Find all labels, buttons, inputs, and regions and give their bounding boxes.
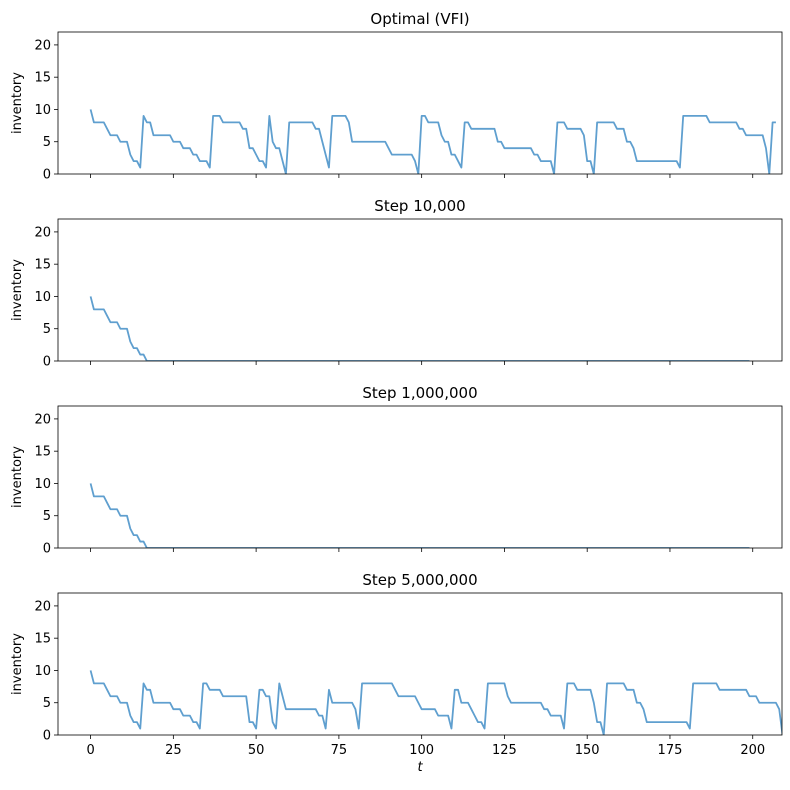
x-tick-label: 50: [248, 743, 265, 758]
y-tick-label: 10: [34, 103, 51, 118]
y-tick-label: 5: [43, 696, 51, 711]
x-tick-label: 175: [658, 743, 683, 758]
y-axis-label: inventory: [10, 72, 25, 134]
y-axis-label: inventory: [10, 633, 25, 695]
y-tick-label: 10: [34, 477, 51, 492]
y-tick-label: 20: [34, 225, 51, 240]
y-tick-label: 15: [34, 445, 51, 460]
x-tick-label: 200: [740, 743, 765, 758]
y-tick-label: 15: [34, 258, 51, 273]
y-tick-label: 15: [34, 632, 51, 647]
x-tick-label: 75: [331, 743, 348, 758]
x-tick-label: 0: [86, 743, 94, 758]
x-tick-label: 125: [492, 743, 517, 758]
subplot-3: Step 1,000,000 inventory 0 5 10 15 20: [10, 384, 783, 557]
series-line-1: [89, 670, 782, 735]
y-tick-label: 10: [34, 664, 51, 679]
subplot-title: Step 5,000,000: [362, 571, 477, 589]
x-tick-label: 150: [575, 743, 600, 758]
y-tick-label: 15: [34, 71, 51, 86]
y-axis-label: inventory: [10, 259, 25, 321]
plot-frame: [57, 405, 783, 549]
subplot-title: Optimal (VFI): [370, 10, 469, 28]
subplot-1: Optimal (VFI) inventory 0 5 10 15 20: [10, 10, 783, 183]
y-tick-label: 20: [34, 38, 51, 53]
x-tick-label: 25: [165, 743, 182, 758]
y-tick-label: 5: [43, 322, 51, 337]
y-axis-label: inventory: [10, 446, 25, 508]
x-axis-label: t: [417, 760, 423, 775]
y-tick-label: 5: [43, 509, 51, 524]
subplot-title: Step 1,000,000: [362, 384, 477, 402]
y-tick-label: 10: [34, 290, 51, 305]
series-line-1: [89, 109, 776, 174]
series-line-1: [89, 483, 750, 548]
y-tick-label: 0: [43, 168, 51, 183]
x-tick-label: 100: [409, 743, 434, 758]
plot-frame: [57, 31, 783, 175]
plot-frame: [57, 592, 783, 736]
y-tick-label: 0: [43, 355, 51, 370]
subplot-2: Step 10,000 inventory 0 5 10 15 20: [10, 197, 783, 370]
y-tick-label: 0: [43, 542, 51, 557]
y-tick-label: 0: [43, 729, 51, 744]
plot-frame: [57, 218, 783, 362]
y-tick-label: 20: [34, 412, 51, 427]
y-tick-label: 5: [43, 135, 51, 150]
subplot-title: Step 10,000: [374, 197, 465, 215]
series-line-1: [89, 296, 750, 361]
y-tick-label: 20: [34, 599, 51, 614]
